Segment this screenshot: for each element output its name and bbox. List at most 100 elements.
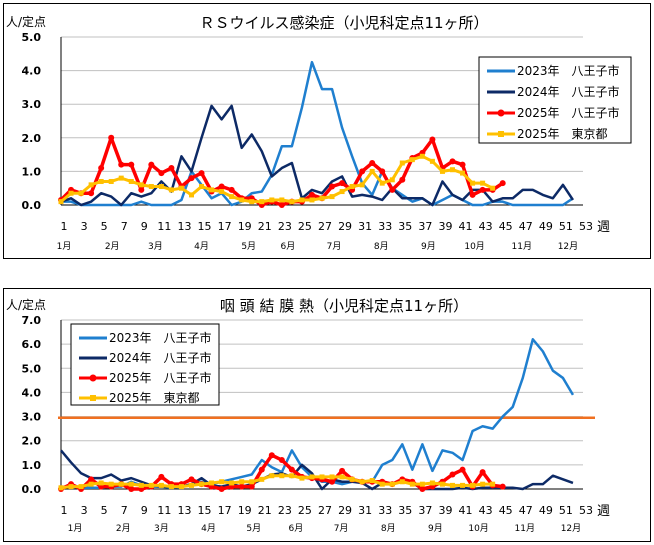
data-point <box>339 180 346 187</box>
x-tick-label: 33 <box>378 504 392 517</box>
data-point <box>309 474 315 480</box>
y-tick-label: 3.0 <box>22 411 42 424</box>
x-tick-label: 35 <box>398 504 412 517</box>
y-tick-label: 4.0 <box>22 65 42 78</box>
y-tick-label: 5.0 <box>22 362 42 375</box>
data-point <box>339 467 346 474</box>
x-tick-label: 49 <box>539 220 553 233</box>
data-point <box>168 187 174 193</box>
pcf-chart-panel: 咽 頭 結 膜 熱（小児科定点11ヶ所） 人/定点週 0.0 1.0 2.0 3.0 4.0… <box>3 288 651 542</box>
x-tick-label: 29 <box>338 220 352 233</box>
x-tick-label: 31 <box>358 504 372 517</box>
legend-marker <box>89 374 97 382</box>
x-tick-label: 17 <box>218 220 232 233</box>
data-point <box>248 483 255 490</box>
data-point <box>209 187 215 193</box>
data-point <box>128 481 134 487</box>
data-point <box>189 482 194 488</box>
data-point <box>329 478 336 485</box>
series-line-1 <box>60 104 575 207</box>
data-point <box>449 158 456 165</box>
x-tick-label: 29 <box>338 504 352 517</box>
legend-label: 2025年 八王子市 <box>109 370 212 385</box>
data-point <box>459 161 466 168</box>
data-point <box>399 479 405 485</box>
data-point <box>108 481 114 487</box>
data-point <box>359 479 365 485</box>
x-tick-label: 13 <box>177 504 191 517</box>
data-point <box>429 136 436 143</box>
x-tick-label: 1 <box>61 220 68 233</box>
x-tick-label: 43 <box>479 220 493 233</box>
data-point <box>58 485 64 491</box>
data-point <box>389 177 395 183</box>
x-tick-label: 9 <box>141 504 148 517</box>
legend-label: 2024年 八王子市 <box>109 350 212 365</box>
series-line-1 <box>60 449 574 491</box>
x-tick-label: 33 <box>378 220 392 233</box>
data-point <box>158 482 164 488</box>
data-point <box>499 483 506 490</box>
y-tick-label: 1.0 <box>22 459 42 472</box>
data-point <box>359 182 365 188</box>
rsv-chart-panel: ＲＳウイルス感染症（小児科定点11ヶ所） 人/定点週 0.0 1.0 2.0 3.0 4.0… <box>3 3 651 259</box>
data-point <box>349 184 355 190</box>
x-tick-label: 53 <box>579 220 593 233</box>
data-point <box>389 186 396 193</box>
x-tick-label: 37 <box>418 220 432 233</box>
y-tick-label: 2.0 <box>22 435 42 448</box>
x-tick-label: 7 <box>121 220 128 233</box>
data-point <box>98 480 104 486</box>
data-point <box>199 184 205 190</box>
x-tick-label: 17 <box>218 504 232 517</box>
data-point <box>128 486 135 492</box>
data-point <box>409 481 415 487</box>
data-point <box>188 175 195 182</box>
data-point <box>238 483 245 490</box>
data-point <box>178 185 184 191</box>
data-point <box>369 160 376 166</box>
data-point <box>429 480 435 486</box>
data-point <box>469 191 476 198</box>
x-tick-label: 21 <box>258 220 272 233</box>
data-point <box>228 186 235 193</box>
data-point <box>419 486 426 492</box>
x-tick-label: 35 <box>398 220 412 233</box>
data-point <box>359 168 366 175</box>
data-point <box>369 478 375 484</box>
data-point <box>299 197 305 203</box>
data-point <box>289 199 295 205</box>
data-point <box>288 466 295 473</box>
x-tick-label: 45 <box>499 220 513 233</box>
month-label: 1月 <box>57 241 72 252</box>
x-tick-label: 51 <box>559 504 573 517</box>
data-point <box>470 482 476 488</box>
y-tick-label: 6.0 <box>22 338 42 351</box>
data-point <box>98 165 105 172</box>
data-point <box>450 482 455 488</box>
data-point <box>439 481 445 487</box>
x-tick-label: 19 <box>238 220 252 233</box>
data-point <box>68 484 74 490</box>
month-label: 4月 <box>194 241 209 252</box>
data-point <box>78 484 84 490</box>
x-tick-label: 19 <box>238 504 252 517</box>
x-tick-label: 39 <box>438 220 452 233</box>
x-tick-label: 9 <box>141 220 148 233</box>
x-tick-label: 43 <box>479 504 493 517</box>
pharyngoconjunctival-fever-chart: 咽 頭 結 膜 熱（小児科定点11ヶ所） 人/定点週 0.0 1.0 2.0 3.0 4.0… <box>6 297 610 534</box>
data-point <box>138 182 144 188</box>
data-point <box>118 481 124 487</box>
data-point <box>189 192 194 198</box>
data-point <box>490 185 496 191</box>
month-label: 4月 <box>201 523 216 534</box>
data-point <box>268 452 275 459</box>
data-point <box>98 178 104 184</box>
x-tick-label: 53 <box>579 504 593 517</box>
month-label: 12月 <box>561 523 581 534</box>
y-axis-label: 人/定点 <box>6 14 46 29</box>
data-point <box>289 473 295 479</box>
data-point <box>459 466 466 473</box>
legend-label: 2025年 八王子市 <box>517 105 620 120</box>
data-point <box>88 481 94 487</box>
